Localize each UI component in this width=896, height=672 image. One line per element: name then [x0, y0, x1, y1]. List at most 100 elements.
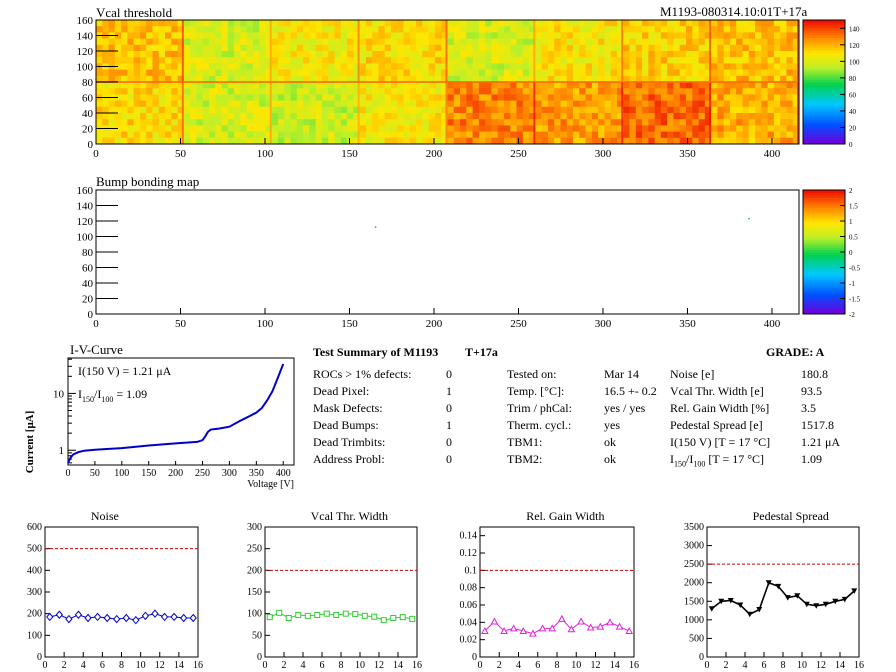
heatmap-cell — [453, 119, 461, 126]
heatmap-cell — [133, 131, 141, 139]
heatmap-cell — [221, 32, 229, 39]
heatmap-cell — [139, 100, 147, 108]
data-point — [851, 588, 858, 594]
heatmap-cell — [227, 137, 235, 145]
heatmap-cell — [378, 75, 386, 83]
heatmap-cell — [623, 26, 630, 33]
y-tick-label: 20 — [82, 124, 94, 136]
colorbar-segment — [803, 126, 845, 130]
heatmap-cell — [353, 63, 361, 70]
colorbar-segment — [803, 281, 845, 285]
x-tick-label: 150 — [341, 148, 358, 160]
y-tick-label: 0 — [37, 652, 42, 663]
heatmap-cell — [729, 106, 737, 114]
roc-edge — [709, 20, 712, 82]
heatmap-cell — [610, 113, 618, 120]
heatmap-cell — [334, 94, 342, 101]
heatmap-cell — [472, 119, 480, 126]
heatmap-cell — [686, 75, 693, 83]
series-line — [269, 612, 413, 621]
heatmap-cell — [460, 137, 467, 145]
heatmap-cell — [692, 26, 699, 33]
heatmap-cell — [623, 137, 630, 145]
heatmap-cell — [579, 57, 586, 64]
heatmap-cell — [384, 26, 392, 33]
heatmap-cell — [780, 69, 787, 77]
heatmap-cell — [271, 137, 279, 145]
heatmap-cell — [604, 26, 612, 33]
heatmap-cell — [428, 137, 436, 145]
heatmap-cell — [503, 82, 511, 89]
heatmap-cell — [629, 100, 637, 108]
heatmap-cell — [309, 113, 317, 120]
heatmap-cell — [171, 32, 178, 39]
heatmap-cell — [560, 100, 568, 108]
heatmap-cell — [114, 82, 122, 89]
heatmap-cell — [196, 119, 204, 126]
heatmap-cell — [152, 51, 160, 58]
heatmap-cell — [704, 44, 712, 52]
roc-edge — [445, 82, 448, 144]
heatmap-cell — [723, 137, 731, 145]
y-tick-label: 1500 — [684, 596, 704, 607]
y-tick-label: 60 — [82, 263, 94, 275]
heatmap-cell — [372, 131, 379, 139]
heatmap-cell — [434, 32, 442, 39]
heatmap-cell — [240, 137, 248, 145]
heatmap-cell — [667, 119, 674, 126]
heatmap-cell — [729, 63, 737, 70]
heatmap-cell — [610, 119, 618, 126]
heatmap-cell — [259, 82, 266, 89]
data-point — [55, 610, 64, 620]
heatmap-cell — [453, 94, 461, 101]
heatmap-cell — [560, 75, 568, 83]
heatmap-cell — [121, 113, 128, 120]
colorbar-segment — [803, 217, 845, 221]
heatmap-cell — [434, 63, 442, 70]
heatmap-cell — [660, 119, 668, 126]
heatmap-cell — [409, 106, 417, 114]
heatmap-cell — [278, 57, 285, 64]
heatmap-cell — [447, 26, 455, 33]
heatmap-cell — [780, 63, 787, 70]
heatmap-cell — [384, 32, 392, 39]
heatmap-cell — [761, 20, 769, 27]
heatmap-cell — [403, 82, 411, 89]
heatmap-cell — [616, 75, 624, 83]
x-tick-label: 14 — [393, 660, 403, 671]
heatmap-cell — [491, 100, 499, 108]
heatmap-cell — [259, 57, 266, 64]
heatmap-cell — [717, 125, 725, 132]
heatmap-cell — [259, 20, 266, 27]
heatmap-cell — [252, 137, 260, 145]
heatmap-cell — [673, 32, 681, 39]
heatmap-cell — [698, 131, 706, 139]
heatmap-cell — [347, 100, 354, 108]
heatmap-cell — [453, 32, 461, 39]
heatmap-cell — [673, 113, 681, 120]
heatmap-cell — [227, 125, 235, 132]
heatmap-cell — [635, 57, 643, 64]
colorbar-segment — [803, 82, 845, 85]
heatmap-cell — [171, 63, 178, 70]
colorbar-segment — [803, 94, 845, 98]
y-tick-label: 0.04 — [460, 617, 478, 628]
heatmap-cell — [679, 119, 687, 126]
heatmap-cell — [717, 20, 725, 27]
heatmap-cell — [102, 26, 109, 33]
heatmap-cell — [642, 75, 649, 83]
heatmap-cell — [698, 88, 706, 95]
heatmap-cell — [246, 51, 254, 58]
heatmap-cell — [485, 119, 492, 126]
annotation-part: I — [78, 387, 82, 401]
heatmap-cell — [391, 20, 398, 27]
heatmap-cell — [516, 113, 524, 120]
heatmap-cell — [591, 88, 599, 95]
heatmap-cell — [780, 106, 787, 114]
heatmap-cell — [729, 94, 737, 101]
heatmap-cell — [384, 106, 392, 114]
heatmap-cell — [748, 137, 756, 145]
heatmap-cell — [234, 57, 241, 64]
heatmap-cell — [108, 88, 116, 95]
heatmap-cell — [196, 88, 204, 95]
